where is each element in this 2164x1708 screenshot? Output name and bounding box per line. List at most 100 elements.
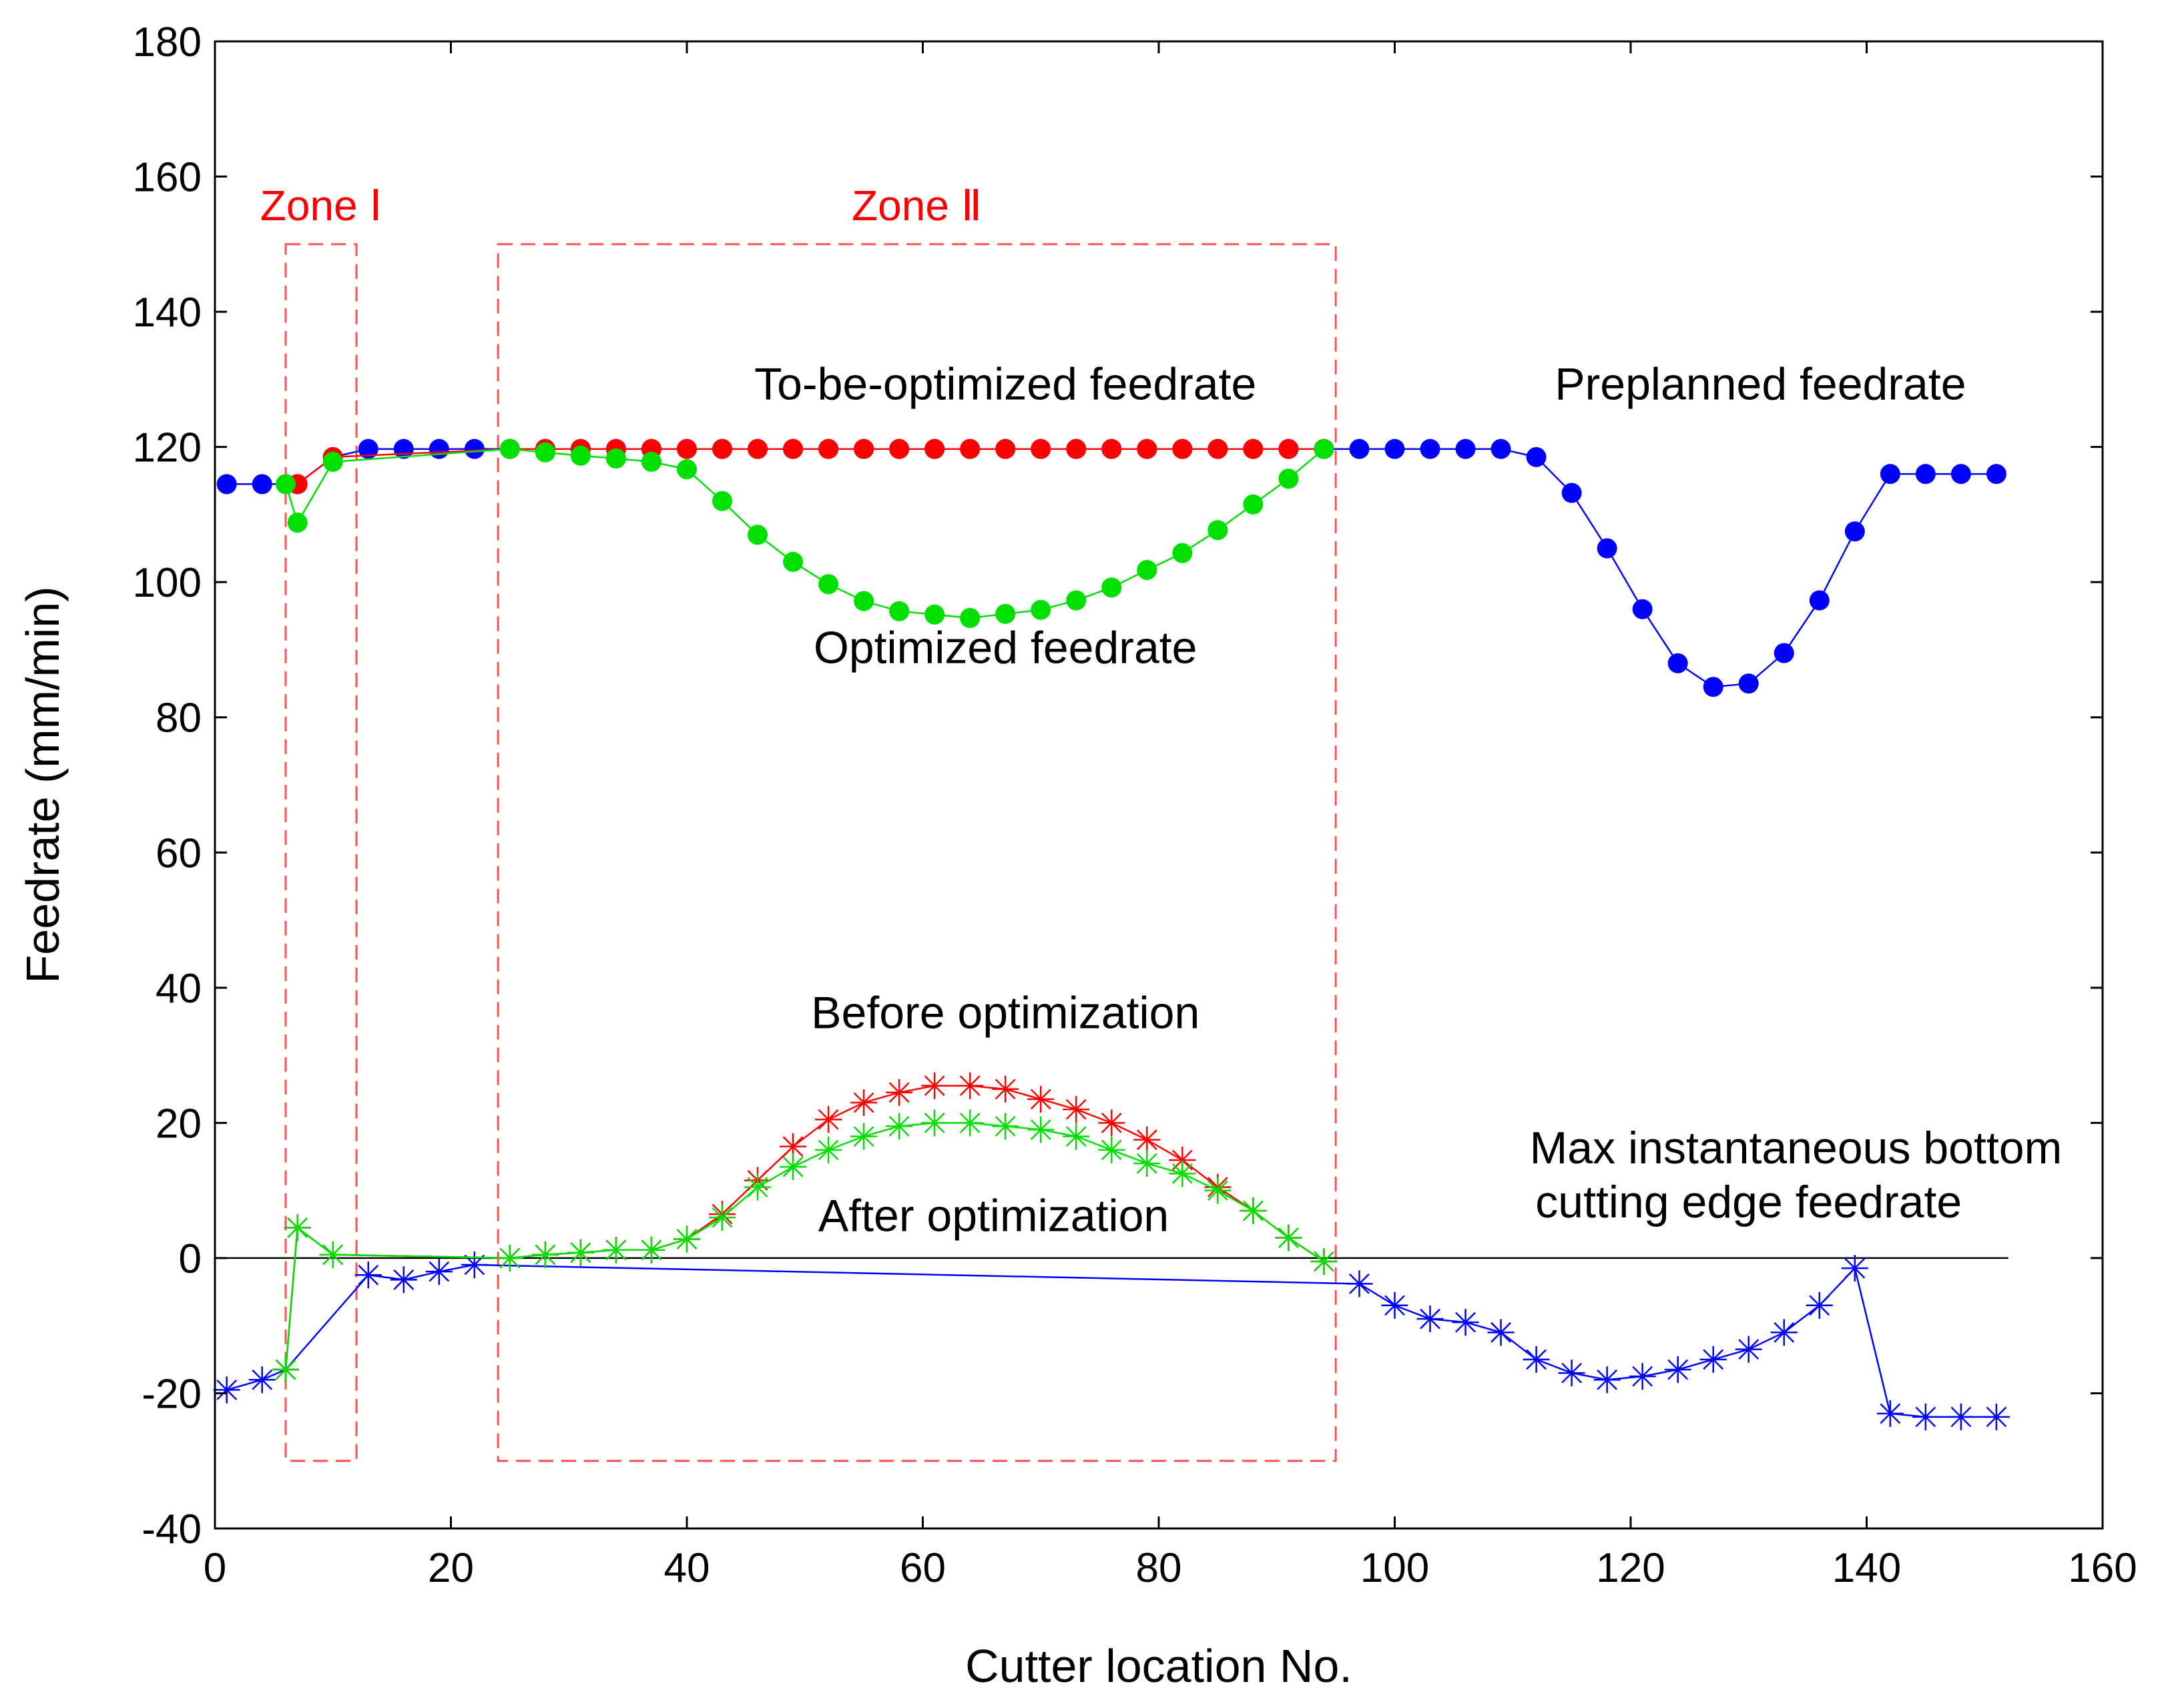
data-point (1027, 1085, 1055, 1113)
data-point (1031, 439, 1051, 459)
data-point (1169, 1160, 1196, 1187)
data-point (924, 439, 945, 459)
data-point (570, 445, 591, 466)
data-point (461, 1251, 488, 1279)
annotation-cutting-edge-feedrate: cutting edge feedrate (1535, 1177, 1962, 1227)
data-point (818, 574, 839, 595)
data-point (1915, 464, 1936, 485)
y-tick-label: 20 (156, 1101, 202, 1147)
y-tick-label: 40 (156, 966, 202, 1012)
data-point (1809, 590, 1830, 611)
data-point (354, 1261, 382, 1289)
data-point (1101, 577, 1122, 598)
data-point (815, 1106, 842, 1133)
data-point (1384, 439, 1405, 459)
data-point (1098, 1109, 1125, 1137)
data-point (637, 1236, 665, 1263)
data-point (1629, 1363, 1656, 1390)
data-point (496, 1244, 523, 1271)
data-point (1172, 543, 1193, 563)
data-point (1806, 1292, 1833, 1319)
data-point (850, 1123, 878, 1150)
x-tick-label: 120 (1596, 1545, 1665, 1591)
annotation-after-optimization: After optimization (818, 1190, 1169, 1241)
y-tick-label: 140 (133, 290, 202, 336)
zone-label-2: Zone Ⅱ (852, 182, 982, 230)
data-point (1027, 1116, 1055, 1143)
zone-box-1 (284, 243, 358, 1462)
x-tick-label: 0 (204, 1545, 226, 1591)
data-point (960, 607, 981, 628)
y-axis-title: Feedrate (mm/min) (17, 586, 69, 983)
data-point (287, 513, 308, 533)
data-point (390, 1266, 417, 1294)
data-point (1526, 447, 1547, 467)
data-point (783, 551, 804, 572)
data-point (1243, 494, 1264, 515)
data-point (1950, 464, 1971, 485)
x-axis-title: Cutter location No. (965, 1640, 1352, 1692)
data-point (1101, 439, 1122, 459)
data-point (1204, 1177, 1232, 1204)
data-point (358, 439, 378, 459)
data-point (677, 439, 697, 459)
y-tick-label: -40 (142, 1506, 202, 1552)
data-point (1063, 1096, 1090, 1123)
data-point (429, 439, 449, 459)
data-point (1310, 1247, 1338, 1275)
data-point (464, 439, 485, 459)
data-point (1664, 1356, 1691, 1384)
data-point (1278, 469, 1299, 489)
data-point (1735, 1336, 1762, 1363)
series-layer (213, 439, 2010, 1430)
data-point (889, 601, 910, 621)
data-point (605, 448, 626, 469)
data-point (1278, 439, 1299, 459)
annotation-max-instantaneous-bottom: Max instantaneous bottom (1530, 1123, 2063, 1173)
data-point (1703, 677, 1723, 697)
data-point (748, 525, 768, 545)
data-point (602, 1236, 629, 1263)
data-point (1738, 673, 1759, 694)
data-point (1172, 439, 1193, 459)
x-tick-label: 140 (1832, 1545, 1901, 1591)
axes-layer: 0 20 40 60 80 100 120 140 160 -40 -20 0 20 40 60 80 100 1… (133, 19, 2137, 1591)
data-point (712, 491, 733, 511)
data-point (1912, 1403, 1939, 1430)
data-point (1491, 439, 1511, 459)
data-point (1063, 1123, 1090, 1150)
data-point (780, 1153, 807, 1181)
series-after-optimization (272, 1109, 1338, 1384)
data-point (1667, 653, 1688, 673)
data-point (567, 1239, 594, 1266)
y-tick-label: -20 (142, 1371, 202, 1417)
data-point (1066, 590, 1087, 611)
data-point (995, 439, 1016, 459)
data-point (818, 439, 839, 459)
annotation-before-optimization: Before optimization (811, 988, 1199, 1039)
data-point (957, 1109, 984, 1137)
data-point (1240, 1197, 1267, 1225)
x-tick-label: 20 (428, 1545, 474, 1591)
data-point (850, 1089, 878, 1116)
data-point (1275, 1224, 1302, 1251)
data-point (213, 1376, 240, 1404)
data-point (921, 1109, 949, 1137)
zones-layer: Zone Ⅰ Zone Ⅱ (260, 182, 1337, 1462)
data-point (1982, 1403, 2010, 1430)
data-point (1346, 1270, 1373, 1298)
annotation-to-be-optimized-feedrate: To-be-optimized feedrate (754, 359, 1256, 410)
data-point (1774, 643, 1794, 663)
data-point (1420, 439, 1440, 459)
y-tick-label: 60 (156, 830, 202, 876)
x-tick-label: 40 (664, 1545, 710, 1591)
y-tick-label: 180 (133, 19, 202, 65)
data-point (854, 439, 874, 459)
data-point (995, 603, 1016, 624)
data-point (322, 451, 343, 472)
data-point (748, 439, 768, 459)
data-point (284, 1214, 311, 1241)
data-point (886, 1113, 913, 1140)
